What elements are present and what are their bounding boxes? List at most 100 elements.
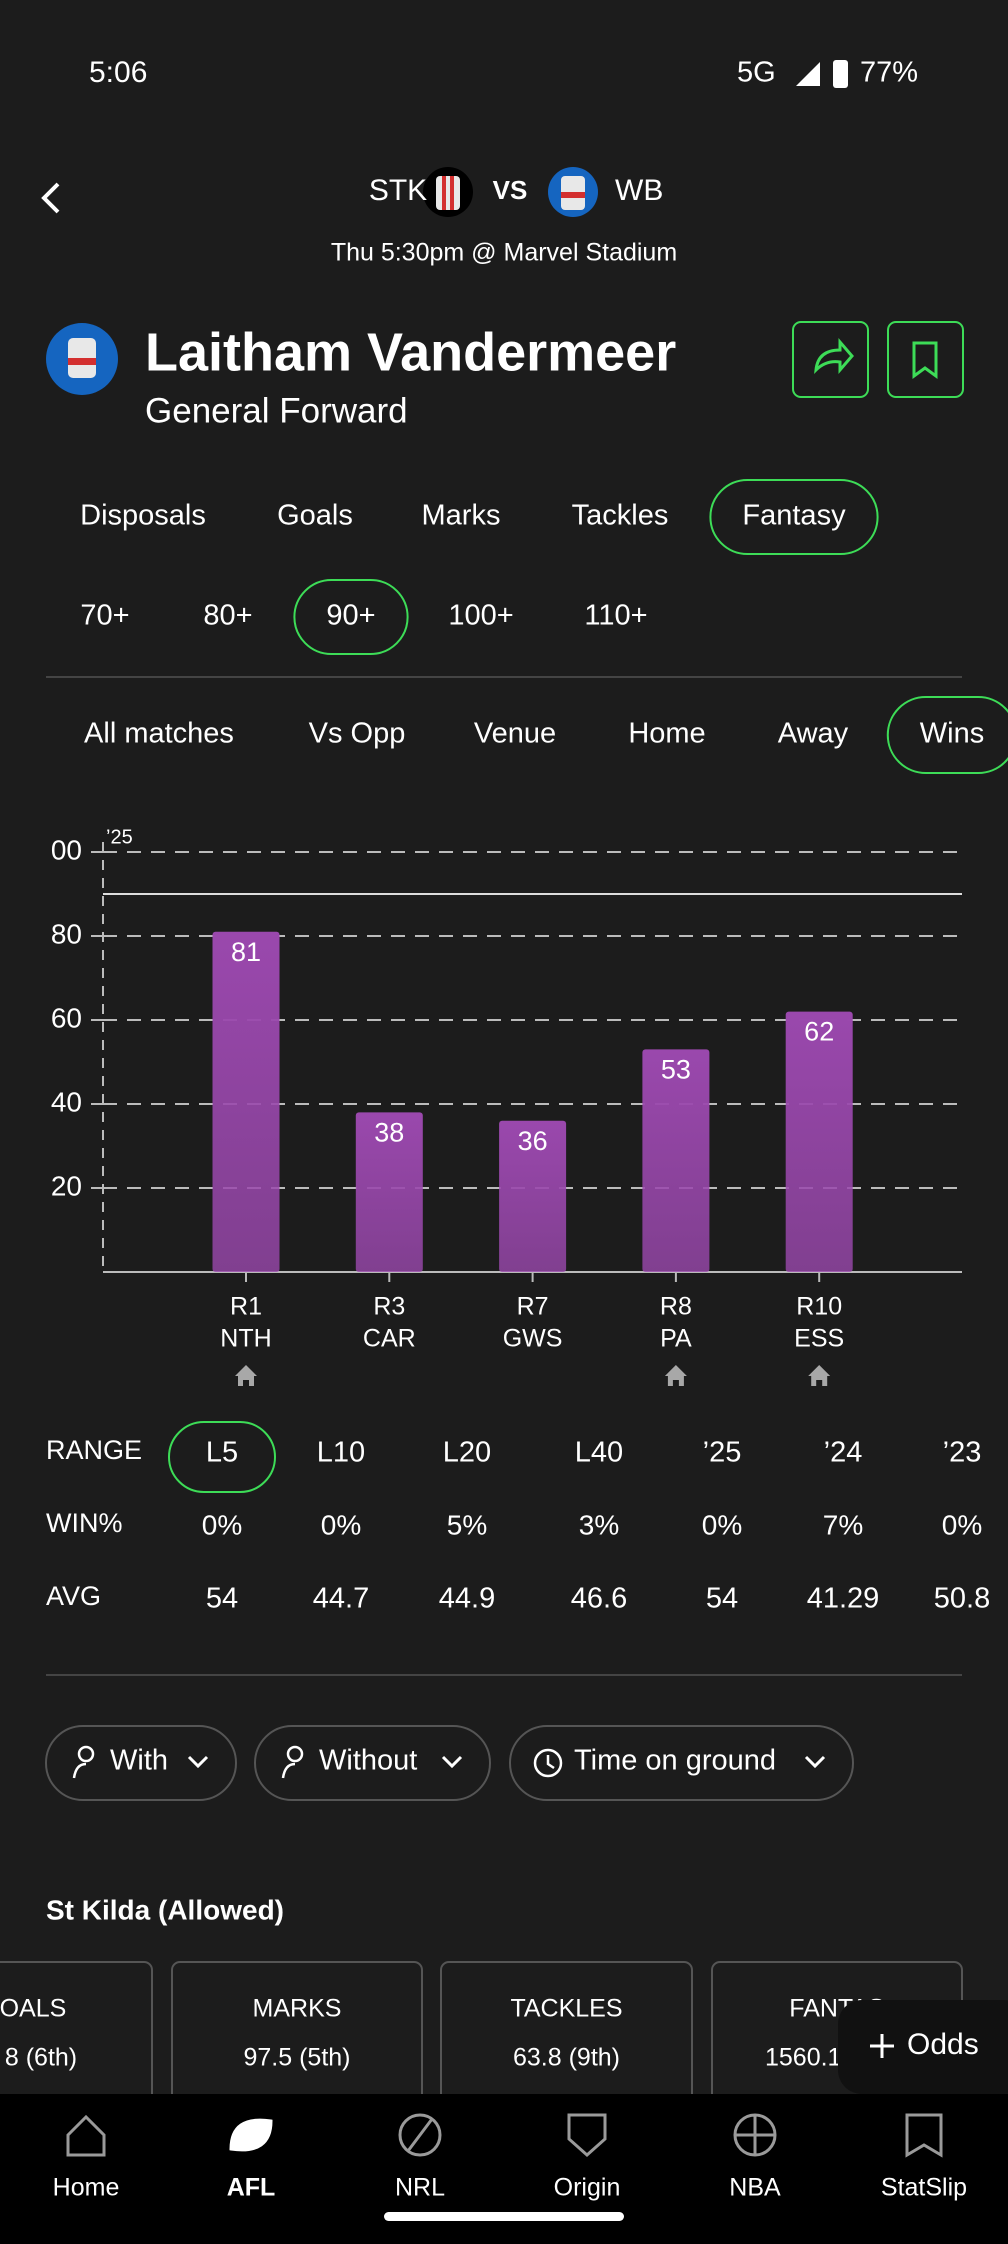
selected-range	[168, 1421, 276, 1493]
status-time: 5:06	[89, 56, 147, 89]
odds-label: Odds	[907, 2028, 979, 2061]
stat-card-label: TACKLES	[510, 1995, 622, 2023]
chip-icon	[281, 1762, 296, 1779]
share-icon	[814, 337, 854, 375]
tab[interactable]: Goals	[277, 500, 353, 532]
status-battery: 77%	[860, 57, 918, 89]
range-option[interactable]: L20	[443, 1437, 491, 1469]
home-icon	[235, 1365, 257, 1386]
chevron	[441, 1755, 463, 1769]
avg-value: 54	[706, 1583, 738, 1615]
avg-value: 54	[206, 1583, 238, 1615]
tab[interactable]: Tackles	[572, 500, 669, 532]
range-option[interactable]: L40	[575, 1437, 623, 1469]
x-tick-sublabel: CAR	[363, 1325, 416, 1353]
tab[interactable]: 110+	[584, 600, 647, 632]
bar	[499, 1120, 567, 1272]
range-option[interactable]: L5	[206, 1437, 238, 1469]
range-option[interactable]: ’24	[824, 1437, 863, 1469]
chevron	[187, 1755, 209, 1769]
tab[interactable]: Away	[778, 718, 849, 750]
battery-icon	[833, 60, 848, 88]
stat-card-value: 63.8 (9th)	[513, 2044, 620, 2072]
stat-card-value: 8 (6th)	[5, 2044, 77, 2072]
chip-label: Time on ground	[574, 1745, 776, 1777]
bar	[642, 1049, 710, 1272]
filter-chip[interactable]	[254, 1725, 491, 1801]
row-label: WIN%	[46, 1508, 123, 1538]
bookmark-icon	[912, 341, 938, 379]
bar-label: 53	[661, 1055, 691, 1085]
plus-icon	[870, 2034, 894, 2058]
win-pct: 0%	[321, 1509, 361, 1540]
bar-label: 81	[231, 937, 261, 967]
chevron	[804, 1755, 826, 1769]
nav-icon	[229, 2118, 273, 2152]
selected-tab	[293, 579, 409, 655]
y-tick-label: 80	[51, 918, 82, 949]
status-network: 5G	[737, 57, 776, 89]
chip-label: With	[110, 1745, 168, 1777]
range-option[interactable]: ’25	[703, 1437, 742, 1469]
team-logo	[561, 192, 585, 198]
stat-card-label: OALS	[0, 1995, 66, 2023]
tab[interactable]: Disposals	[80, 500, 206, 532]
nav-label[interactable]: NRL	[395, 2174, 445, 2202]
nav-label[interactable]: StatSlip	[881, 2174, 967, 2202]
filter-chip[interactable]	[509, 1725, 854, 1801]
nav-label[interactable]: Home	[53, 2174, 120, 2202]
tab[interactable]: 90+	[326, 600, 375, 632]
filter-chip[interactable]	[45, 1725, 237, 1801]
avg-value: 44.7	[313, 1583, 369, 1615]
vs-label: VS	[493, 175, 528, 205]
bottom-nav	[0, 2094, 1008, 2244]
selected-tab	[709, 479, 879, 555]
home-icon	[808, 1365, 831, 1386]
home-icon	[664, 1365, 687, 1386]
home-team: STK	[369, 174, 427, 207]
team-logo	[436, 176, 460, 210]
tab[interactable]: Vs Opp	[309, 718, 406, 750]
win-pct: 5%	[447, 1509, 487, 1540]
team-logo	[442, 176, 446, 210]
tab[interactable]: Wins	[920, 718, 984, 750]
bar-label: 62	[804, 1017, 834, 1047]
win-pct: 0%	[202, 1509, 242, 1540]
win-pct: 3%	[579, 1509, 619, 1540]
tab[interactable]: Home	[628, 718, 705, 750]
tab[interactable]: 80+	[203, 600, 252, 632]
nav-label[interactable]: AFL	[227, 2174, 276, 2202]
player-position: General Forward	[145, 391, 408, 430]
tab[interactable]: Fantasy	[742, 500, 846, 532]
back-button[interactable]	[41, 182, 60, 214]
range-option[interactable]: L10	[317, 1437, 365, 1469]
row-label: RANGE	[46, 1435, 142, 1465]
range-option[interactable]: ’23	[943, 1437, 982, 1469]
nav-icon	[66, 2114, 106, 2157]
tab[interactable]: 100+	[448, 600, 513, 632]
bar	[785, 1011, 853, 1272]
nav-label[interactable]: Origin	[554, 2174, 621, 2202]
nav-icon	[733, 2113, 777, 2157]
chip-icon	[533, 1748, 563, 1778]
bookmark-button[interactable]	[887, 321, 964, 398]
x-tick-sublabel: ESS	[794, 1325, 844, 1353]
team-logo	[450, 176, 454, 210]
y-tick-label: 60	[51, 1002, 82, 1033]
tab[interactable]: Venue	[474, 718, 556, 750]
tab[interactable]: Marks	[422, 500, 501, 532]
odds-button[interactable]	[838, 2000, 1008, 2094]
chip-label: Without	[319, 1745, 417, 1777]
nav-label[interactable]: NBA	[729, 2174, 781, 2202]
stat-card-label: MARKS	[253, 1995, 342, 2023]
avg-value: 44.9	[439, 1583, 495, 1615]
home-indicator	[384, 2212, 624, 2221]
win-pct: 0%	[942, 1509, 982, 1540]
tab[interactable]: 70+	[80, 600, 129, 632]
avg-value: 41.29	[807, 1583, 880, 1615]
chip-icon	[77, 1745, 95, 1763]
season-label: ’25	[106, 826, 133, 848]
tab[interactable]: All matches	[84, 718, 234, 750]
share-button[interactable]	[792, 321, 869, 398]
